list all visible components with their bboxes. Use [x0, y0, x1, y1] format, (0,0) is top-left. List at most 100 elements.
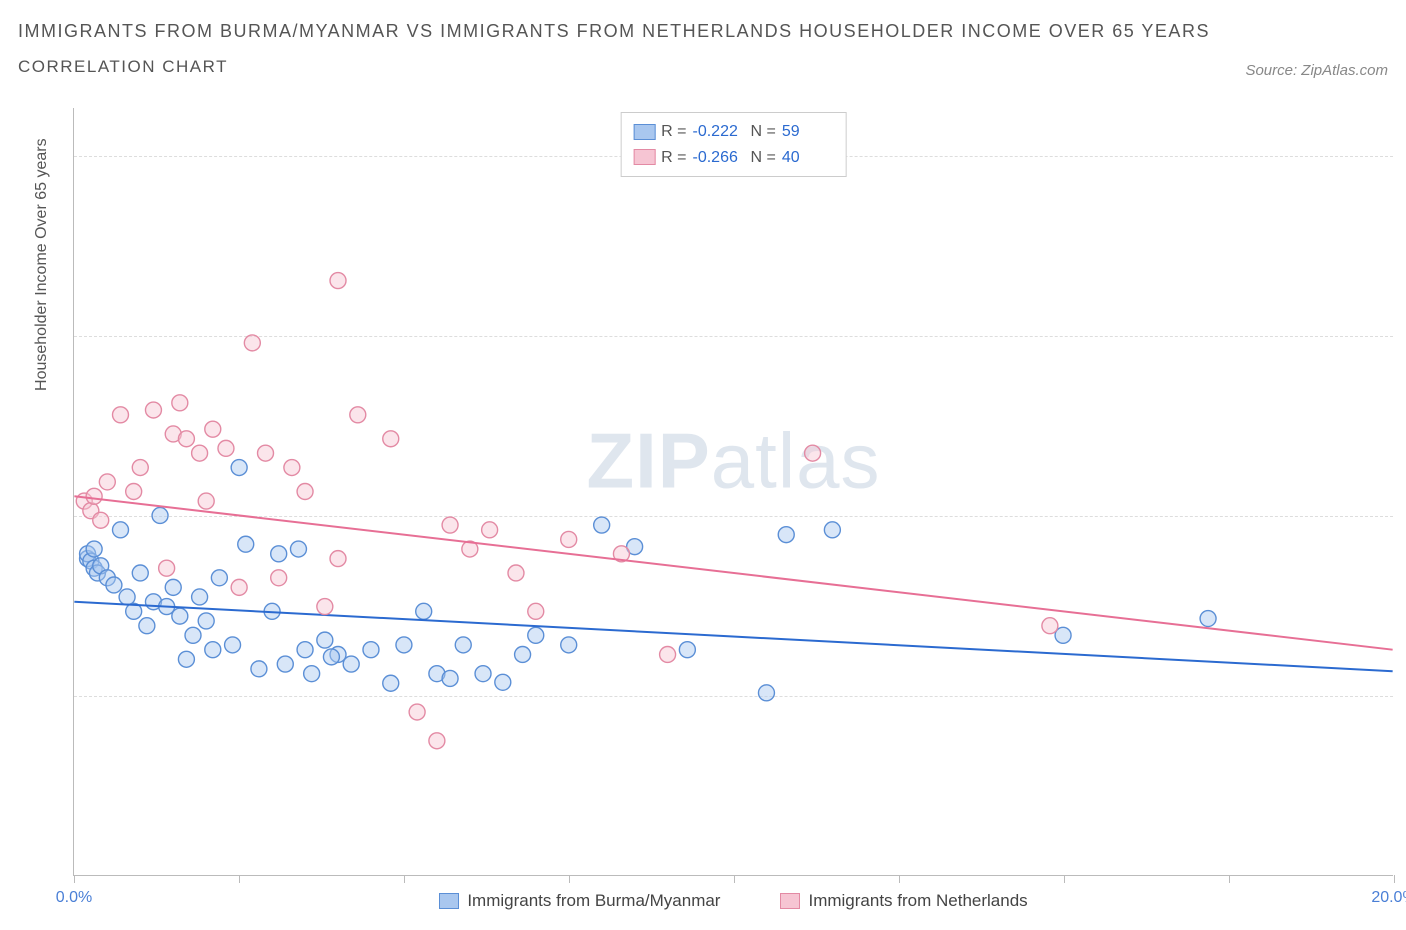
- x-tick: [404, 875, 405, 883]
- data-point-netherlands: [482, 522, 498, 538]
- data-point-netherlands: [192, 445, 208, 461]
- x-tick: [899, 875, 900, 883]
- data-point-burma: [824, 522, 840, 538]
- n-label: N =: [751, 145, 776, 171]
- data-point-burma: [139, 618, 155, 634]
- legend-swatch-netherlands: [633, 149, 655, 165]
- source-label: Source: ZipAtlas.com: [1245, 62, 1388, 79]
- data-point-netherlands: [244, 335, 260, 351]
- data-point-burma: [271, 546, 287, 562]
- data-point-burma: [192, 589, 208, 605]
- data-point-netherlands: [561, 531, 577, 547]
- data-point-burma: [528, 627, 544, 643]
- data-point-netherlands: [99, 474, 115, 490]
- data-point-burma: [304, 666, 320, 682]
- x-tick: [1229, 875, 1230, 883]
- data-point-burma: [86, 541, 102, 557]
- data-point-netherlands: [126, 484, 142, 500]
- data-point-netherlands: [93, 512, 109, 528]
- data-point-netherlands: [317, 599, 333, 615]
- correlation-legend: R = -0.222 N = 59 R = -0.266 N = 40: [620, 112, 847, 177]
- data-point-netherlands: [660, 646, 676, 662]
- x-tick: [734, 875, 735, 883]
- data-point-burma: [152, 507, 168, 523]
- data-point-netherlands: [383, 431, 399, 447]
- data-point-burma: [343, 656, 359, 672]
- data-point-burma: [475, 666, 491, 682]
- x-tick: [74, 875, 75, 883]
- data-point-netherlands: [1042, 618, 1058, 634]
- legend-item-netherlands: Immigrants from Netherlands: [780, 891, 1027, 911]
- x-tick: [1394, 875, 1395, 883]
- data-point-netherlands: [218, 440, 234, 456]
- chart-title-line2: CORRELATION CHART: [18, 57, 1388, 77]
- data-point-netherlands: [330, 273, 346, 289]
- data-point-netherlands: [442, 517, 458, 533]
- data-point-burma: [495, 674, 511, 690]
- data-point-burma: [238, 536, 254, 552]
- data-point-netherlands: [330, 551, 346, 567]
- data-point-burma: [185, 627, 201, 643]
- data-point-netherlands: [172, 395, 188, 411]
- data-point-burma: [251, 661, 267, 677]
- data-point-netherlands: [159, 560, 175, 576]
- data-point-netherlands: [297, 484, 313, 500]
- data-point-burma: [363, 642, 379, 658]
- data-point-netherlands: [271, 570, 287, 586]
- r-value-netherlands: -0.266: [693, 145, 745, 171]
- data-point-burma: [778, 527, 794, 543]
- data-point-burma: [442, 670, 458, 686]
- data-point-netherlands: [178, 431, 194, 447]
- legend-label-netherlands: Immigrants from Netherlands: [808, 891, 1027, 911]
- chart-title-line1: IMMIGRANTS FROM BURMA/MYANMAR VS IMMIGRA…: [18, 18, 1388, 45]
- data-point-netherlands: [429, 733, 445, 749]
- data-point-netherlands: [198, 493, 214, 509]
- data-point-burma: [205, 642, 221, 658]
- r-label: R =: [661, 119, 686, 145]
- data-point-burma: [297, 642, 313, 658]
- r-label: R =: [661, 145, 686, 171]
- data-point-burma: [198, 613, 214, 629]
- series-legend: Immigrants from Burma/Myanmar Immigrants…: [74, 891, 1393, 911]
- data-point-netherlands: [350, 407, 366, 423]
- data-point-netherlands: [231, 579, 247, 595]
- trend-line-burma: [74, 602, 1392, 672]
- r-value-burma: -0.222: [693, 119, 745, 145]
- legend-row-netherlands: R = -0.266 N = 40: [633, 145, 834, 171]
- legend-swatch-burma: [633, 124, 655, 140]
- legend-item-burma: Immigrants from Burma/Myanmar: [439, 891, 720, 911]
- data-point-netherlands: [528, 603, 544, 619]
- n-label: N =: [751, 119, 776, 145]
- data-point-burma: [1200, 611, 1216, 627]
- data-point-burma: [178, 651, 194, 667]
- plot-region: ZIPatlas R = -0.222 N = 59 R = -0.266 N …: [73, 108, 1393, 876]
- data-point-burma: [515, 646, 531, 662]
- data-point-burma: [758, 685, 774, 701]
- data-point-burma: [106, 577, 122, 593]
- data-point-netherlands: [258, 445, 274, 461]
- data-point-netherlands: [145, 402, 161, 418]
- data-point-burma: [113, 522, 129, 538]
- data-point-burma: [290, 541, 306, 557]
- data-point-netherlands: [86, 488, 102, 504]
- data-point-burma: [679, 642, 695, 658]
- data-point-netherlands: [132, 460, 148, 476]
- data-point-burma: [165, 579, 181, 595]
- data-point-burma: [277, 656, 293, 672]
- data-point-burma: [416, 603, 432, 619]
- data-point-netherlands: [113, 407, 129, 423]
- data-point-burma: [594, 517, 610, 533]
- x-tick: [1064, 875, 1065, 883]
- data-point-netherlands: [284, 460, 300, 476]
- data-point-burma: [317, 632, 333, 648]
- legend-swatch-netherlands: [780, 893, 800, 909]
- data-point-netherlands: [205, 421, 221, 437]
- data-point-burma: [383, 675, 399, 691]
- data-point-burma: [455, 637, 471, 653]
- data-point-netherlands: [409, 704, 425, 720]
- data-point-burma: [172, 608, 188, 624]
- scatter-svg: [74, 108, 1393, 875]
- n-value-netherlands: 40: [782, 145, 834, 171]
- legend-row-burma: R = -0.222 N = 59: [633, 119, 834, 145]
- data-point-netherlands: [508, 565, 524, 581]
